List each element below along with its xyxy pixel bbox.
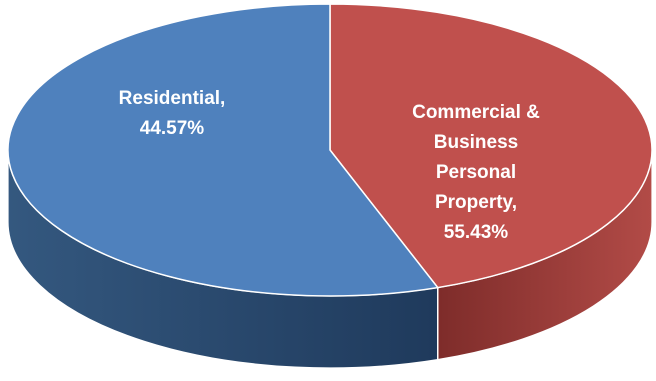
data-label-line: 55.43% xyxy=(444,222,509,243)
data-label-line: Business xyxy=(434,132,518,153)
pie-top-layer xyxy=(7,3,653,297)
data-label-commercial: Commercial & Business Personal Property, 55.… xyxy=(412,102,540,243)
data-label-line: 44.57% xyxy=(140,118,205,139)
pie-label-layer: Residential, 44.57% Commercial & Business Pe… xyxy=(119,88,540,243)
data-label-line: Personal xyxy=(436,162,516,183)
data-label-line: Commercial & xyxy=(412,102,540,123)
data-label-line: Residential, xyxy=(119,88,226,109)
data-label-residential: Residential, 44.57% xyxy=(119,88,226,139)
data-label-line: Property, xyxy=(435,192,517,213)
pie-slice-residential xyxy=(329,3,653,289)
pie-slice-commercial xyxy=(7,3,440,297)
